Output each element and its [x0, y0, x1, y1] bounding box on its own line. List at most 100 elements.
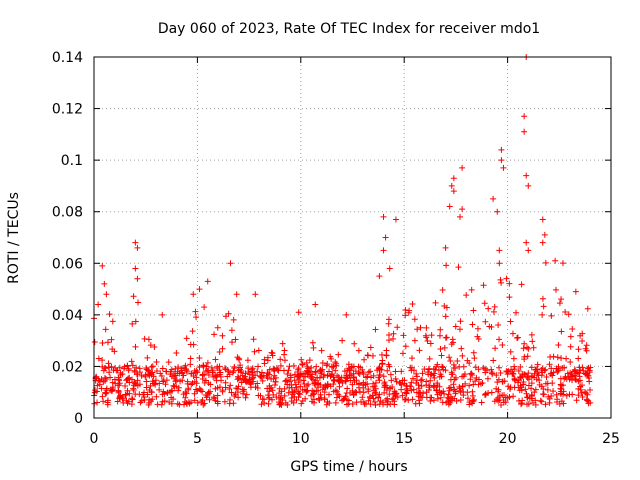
data-point	[409, 396, 416, 403]
data-point	[119, 371, 126, 378]
data-point	[507, 318, 514, 325]
data-point	[563, 392, 570, 399]
data-point	[115, 387, 122, 394]
data-point	[385, 332, 392, 339]
data-point	[130, 293, 137, 300]
data-point	[205, 389, 212, 396]
data-point	[546, 399, 553, 406]
data-point	[579, 394, 586, 401]
data-point	[495, 322, 502, 329]
data-point	[243, 391, 250, 398]
data-point	[552, 286, 559, 293]
data-point	[402, 306, 409, 313]
data-point	[193, 386, 200, 393]
data-point	[523, 172, 530, 179]
data-point	[235, 394, 242, 401]
data-point	[567, 358, 574, 365]
data-point	[173, 349, 180, 356]
data-point	[381, 384, 388, 391]
data-point	[183, 399, 190, 406]
data-point	[518, 401, 525, 408]
data-point	[285, 389, 292, 396]
data-point	[273, 394, 280, 401]
data-point	[419, 370, 426, 377]
y-tick-label: 0.14	[52, 50, 83, 66]
data-point	[221, 398, 228, 405]
data-point	[188, 381, 195, 388]
data-point	[163, 368, 170, 375]
data-point	[302, 395, 309, 402]
data-point	[534, 361, 541, 368]
x-tick-label: 20	[499, 431, 517, 447]
data-point	[167, 388, 174, 395]
data-point	[153, 393, 160, 400]
data-point	[550, 388, 557, 395]
data-point	[387, 371, 394, 378]
data-point	[170, 382, 177, 389]
data-point	[116, 393, 123, 400]
data-point	[205, 390, 212, 397]
data-point	[561, 375, 568, 382]
data-point	[203, 363, 210, 370]
data-point	[226, 386, 233, 393]
data-point	[586, 378, 593, 385]
data-point	[494, 379, 501, 386]
data-point	[418, 376, 425, 383]
data-point	[284, 381, 291, 388]
data-point	[309, 387, 316, 394]
data-point	[540, 303, 547, 310]
data-point	[148, 363, 155, 370]
data-point	[386, 265, 393, 272]
data-point	[540, 385, 547, 392]
data-point	[511, 366, 518, 373]
data-point	[238, 368, 245, 375]
data-point	[447, 358, 454, 365]
data-point	[130, 386, 137, 393]
data-point	[330, 374, 337, 381]
data-point	[254, 384, 261, 391]
data-point	[426, 365, 433, 372]
data-point	[174, 400, 181, 407]
data-point	[128, 401, 135, 408]
data-point	[372, 379, 379, 386]
data-point	[383, 352, 390, 359]
data-point	[168, 366, 175, 373]
data-point	[579, 382, 586, 389]
data-point	[546, 361, 553, 368]
x-tick-label: 15	[395, 431, 413, 447]
data-point	[511, 363, 518, 370]
data-point	[138, 372, 145, 379]
data-point	[562, 308, 569, 315]
data-point	[305, 368, 312, 375]
data-point	[575, 355, 582, 362]
data-point	[458, 345, 465, 352]
data-point	[234, 354, 241, 361]
data-point	[456, 326, 463, 333]
data-point	[481, 300, 488, 307]
data-point	[321, 395, 328, 402]
data-point	[524, 394, 531, 401]
data-point	[102, 389, 109, 396]
data-point	[277, 362, 284, 369]
data-point	[216, 348, 223, 355]
data-point	[582, 370, 589, 377]
data-point	[454, 358, 461, 365]
data-point	[153, 368, 160, 375]
data-point	[468, 286, 475, 293]
data-point	[111, 376, 118, 383]
data-point	[91, 389, 98, 396]
data-point	[567, 343, 574, 350]
data-point	[440, 388, 447, 395]
data-point	[159, 391, 166, 398]
data-point	[510, 355, 517, 362]
data-point	[95, 355, 102, 362]
data-point	[518, 281, 525, 288]
data-point	[400, 332, 407, 339]
data-point	[427, 377, 434, 384]
data-point	[343, 375, 350, 382]
data-point	[230, 368, 237, 375]
data-point	[357, 388, 364, 395]
data-point	[515, 367, 522, 374]
